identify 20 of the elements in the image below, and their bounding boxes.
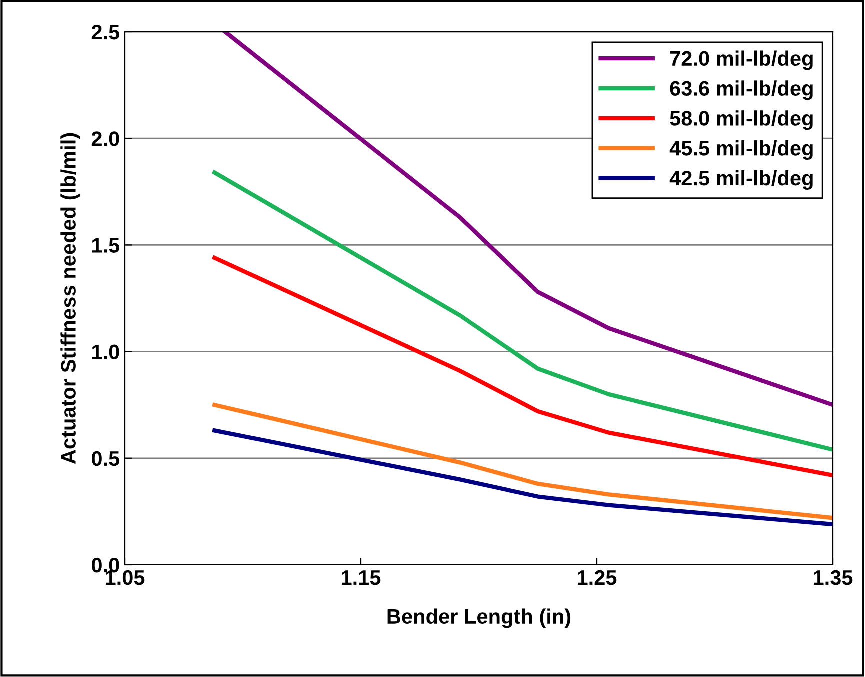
line-series: [212, 403, 833, 520]
legend-label: 58.0 mil-lb/deg: [670, 110, 813, 130]
line-series: [212, 256, 833, 478]
legend-label: 63.6 mil-lb/deg: [670, 80, 813, 100]
y-tick-label: 2.5: [92, 25, 120, 40]
x-axis-title: Bender Length (in): [388, 608, 571, 628]
line-series: [212, 428, 833, 527]
legend-label: 42.5 mil-lb/deg: [670, 170, 813, 190]
legend-label: 72.0 mil-lb/deg: [670, 50, 813, 70]
x-tick-label: 1.35: [814, 570, 853, 586]
y-tick-label: 0.5: [92, 451, 120, 466]
line-series: [223, 32, 833, 408]
x-tick-label: 1.15: [342, 570, 381, 586]
y-tick-label: 2.0: [92, 132, 120, 146]
line-series: [212, 170, 833, 452]
x-tick-label: 1.25: [578, 570, 617, 586]
y-tick-label: 1.0: [92, 344, 120, 360]
legend-label: 45.5 mil-lb/deg: [670, 140, 813, 160]
y-axis-title: Actuator Stiffness needed (lb/mil): [60, 133, 80, 464]
y-tick-label: 1.5: [92, 238, 120, 253]
